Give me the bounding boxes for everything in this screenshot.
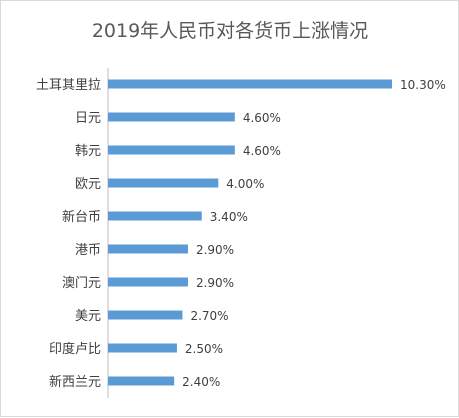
bar [108, 343, 177, 353]
data-label: 4.00% [226, 177, 264, 191]
category-label: 土耳其里拉 [36, 78, 101, 93]
bar [108, 310, 183, 320]
bar [108, 178, 219, 188]
bar [108, 112, 235, 122]
category-label: 印度卢比 [49, 341, 101, 357]
bar [108, 277, 188, 287]
data-label: 3.40% [210, 210, 248, 224]
category-label: 港币 [75, 243, 101, 258]
chart-title: 2019年人民币对各货币上涨情况 [92, 20, 368, 42]
category-label: 韩元 [75, 144, 101, 159]
data-label: 2.50% [185, 342, 223, 356]
category-label: 新台币 [62, 209, 101, 225]
data-label: 2.90% [196, 276, 234, 290]
data-label: 4.60% [243, 111, 281, 125]
category-label: 欧元 [75, 177, 101, 192]
bar [108, 211, 202, 221]
data-label: 2.40% [182, 375, 220, 389]
bar [108, 244, 188, 254]
bar [108, 79, 392, 89]
category-label: 新西兰元 [49, 374, 101, 390]
category-label: 澳门元 [62, 275, 101, 291]
category-label: 美元 [75, 309, 101, 324]
data-label: 10.30% [400, 78, 446, 92]
data-label: 4.60% [243, 144, 281, 158]
bar [108, 376, 175, 386]
category-label: 日元 [75, 111, 101, 126]
data-label: 2.70% [190, 309, 228, 323]
bars-group: 土耳其里拉 10.30% 日元 4.60% 韩元 4.60% 欧元 4.00% 新台币 3.40%… [36, 78, 446, 390]
bar [108, 145, 235, 155]
data-label: 2.90% [196, 243, 234, 257]
